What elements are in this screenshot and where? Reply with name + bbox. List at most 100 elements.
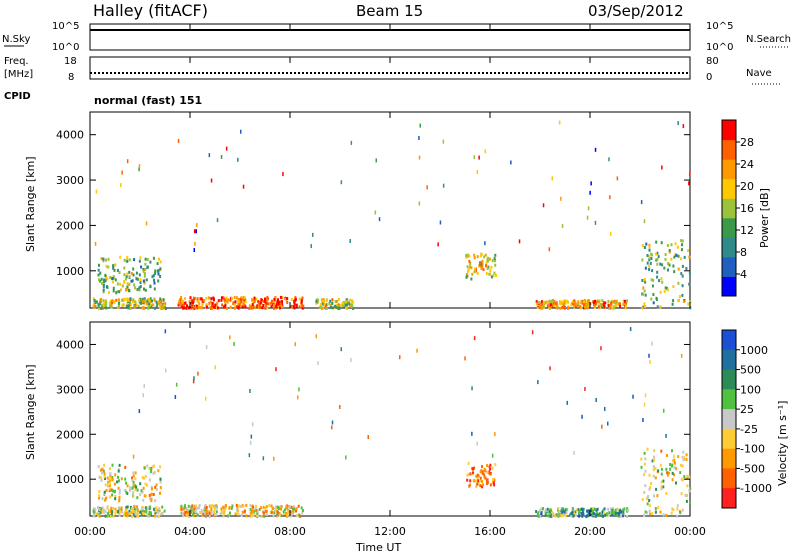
power-cell bbox=[186, 304, 188, 308]
power-cell bbox=[156, 302, 159, 306]
power-cell bbox=[123, 266, 126, 270]
power-cell bbox=[594, 305, 596, 309]
velocity-cell bbox=[614, 510, 617, 514]
velocity-cell bbox=[142, 511, 145, 515]
velocity-cell bbox=[104, 514, 107, 518]
power-colorbar-swatch bbox=[722, 120, 736, 141]
power-cell bbox=[604, 301, 607, 305]
power-cell bbox=[538, 306, 541, 310]
power-cell bbox=[643, 278, 646, 282]
velocity-cell bbox=[595, 513, 598, 516]
power-cell bbox=[494, 263, 497, 267]
velocity-cell bbox=[255, 504, 258, 508]
power-cell bbox=[321, 299, 324, 303]
power-cell bbox=[325, 304, 327, 308]
power-cell bbox=[132, 267, 135, 271]
nsearch-label: N.Search bbox=[746, 34, 791, 45]
velocity-cell bbox=[492, 479, 495, 483]
velocity-cell bbox=[213, 510, 215, 514]
power-cell bbox=[137, 304, 140, 308]
velocity-cell bbox=[489, 463, 492, 467]
velocity-cell bbox=[131, 479, 134, 482]
power-cell bbox=[659, 305, 662, 309]
velocity-cell bbox=[492, 478, 494, 481]
velocity-cell bbox=[673, 461, 676, 465]
power-cell bbox=[116, 290, 119, 294]
velocity-cell bbox=[101, 497, 104, 501]
velocity-cell bbox=[484, 468, 487, 472]
power-cell bbox=[100, 257, 103, 261]
velocity-cell bbox=[144, 482, 147, 486]
power-cell bbox=[128, 300, 131, 304]
velocity-y-tick-label: 1000 bbox=[56, 473, 84, 486]
velocity-cell bbox=[215, 506, 218, 510]
velocity-cell bbox=[108, 489, 111, 493]
velocity-cell bbox=[680, 492, 683, 496]
power-yticks: 1000 2000 3000 4000 bbox=[56, 129, 690, 278]
velocity-cell bbox=[187, 508, 190, 512]
power-cell bbox=[552, 302, 555, 306]
velocity-cell bbox=[103, 508, 106, 512]
power-cell bbox=[231, 297, 233, 300]
velocity-scatter bbox=[294, 342, 296, 347]
velocity-cell bbox=[252, 509, 254, 513]
velocity-scatter bbox=[491, 453, 494, 458]
velocity-cell bbox=[623, 507, 626, 511]
velocity-cell bbox=[256, 511, 259, 515]
velocity-cell bbox=[131, 515, 134, 518]
velocity-cell bbox=[137, 514, 140, 518]
power-cell bbox=[658, 279, 661, 283]
velocity-cell bbox=[295, 514, 298, 518]
power-cell bbox=[110, 305, 113, 309]
power-cell bbox=[145, 302, 148, 306]
velocity-cell bbox=[477, 479, 479, 483]
power-cell bbox=[342, 300, 345, 304]
power-cell bbox=[162, 298, 165, 302]
power-cell bbox=[127, 298, 130, 302]
velocity-scatter bbox=[174, 395, 177, 399]
velocity-cell bbox=[549, 514, 552, 518]
velocity-cell bbox=[578, 514, 580, 518]
power-cell bbox=[538, 301, 540, 305]
velocity-cell bbox=[121, 510, 123, 514]
velocity-cell bbox=[184, 511, 187, 514]
power-cell bbox=[159, 297, 162, 301]
power-colorbar-tick-label: 4 bbox=[740, 268, 747, 281]
velocity-cell bbox=[114, 495, 117, 498]
power-cell bbox=[239, 304, 242, 308]
velocity-cell bbox=[614, 512, 617, 515]
power-cell bbox=[677, 254, 680, 258]
power-cell bbox=[689, 300, 692, 304]
power-cell bbox=[559, 306, 562, 310]
velocity-cell bbox=[245, 514, 248, 518]
velocity-scatter bbox=[600, 346, 602, 351]
power-cell bbox=[301, 306, 304, 310]
velocity-cell bbox=[590, 513, 592, 517]
velocity-scatter bbox=[604, 406, 606, 411]
velocity-cell bbox=[144, 506, 147, 510]
velocity-cell bbox=[616, 514, 619, 517]
velocity-cell bbox=[97, 513, 100, 517]
velocity-cell bbox=[118, 491, 121, 495]
power-cell bbox=[609, 304, 612, 308]
velocity-cell bbox=[652, 468, 655, 472]
power-cell bbox=[151, 275, 154, 279]
velocity-cell bbox=[101, 468, 104, 471]
power-cell bbox=[599, 305, 602, 309]
velocity-cell bbox=[646, 502, 649, 506]
power-cell bbox=[334, 304, 337, 308]
velocity-cell bbox=[607, 507, 610, 511]
power-cell bbox=[132, 273, 135, 277]
velocity-cell bbox=[198, 503, 201, 507]
power-cell bbox=[644, 305, 647, 308]
power-cell bbox=[663, 289, 666, 293]
power-cell bbox=[121, 304, 124, 308]
velocity-cell bbox=[117, 475, 119, 479]
power-cell bbox=[225, 296, 228, 300]
velocity-cell bbox=[180, 504, 183, 508]
velocity-scatter bbox=[663, 408, 665, 413]
power-cell bbox=[117, 301, 120, 305]
velocity-cell bbox=[105, 488, 108, 492]
velocity-cell bbox=[120, 506, 123, 510]
power-scatter bbox=[349, 239, 351, 243]
